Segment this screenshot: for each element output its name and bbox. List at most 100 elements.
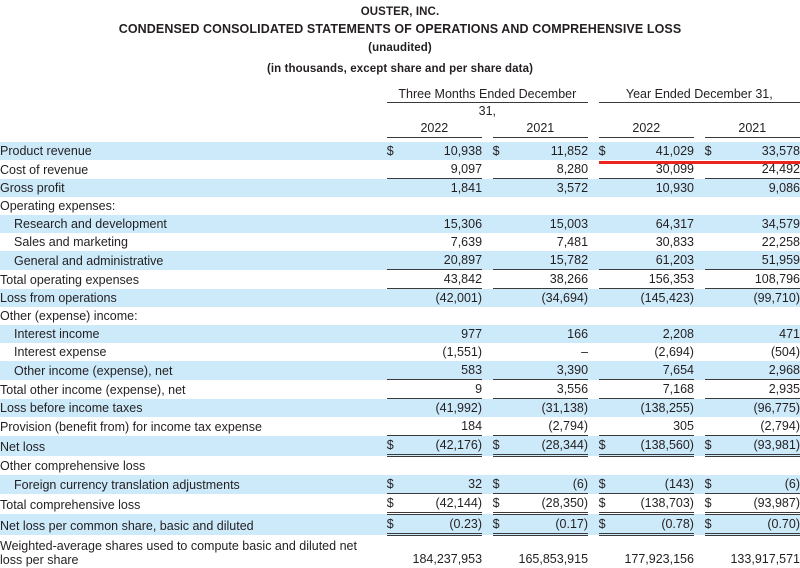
column-gap (588, 535, 599, 568)
row-label: Sales and marketing (0, 233, 376, 251)
column-gap (482, 399, 493, 418)
currency-symbol (493, 307, 514, 325)
currency-symbol: $ (493, 514, 514, 535)
currency-symbol (599, 270, 620, 289)
currency-symbol: $ (705, 475, 726, 494)
currency-symbol (599, 179, 620, 198)
column-gap (482, 233, 493, 251)
column-gap (376, 197, 387, 215)
column-gap (694, 361, 705, 380)
column-gap (588, 361, 599, 380)
column-gap (694, 436, 705, 456)
column-gap (482, 307, 493, 325)
table-row: Loss from operations(42,001)(34,694)(145… (0, 289, 800, 308)
value-cell: 15,306 (408, 215, 482, 233)
column-gap (694, 179, 705, 198)
currency-symbol (387, 160, 408, 179)
currency-symbol: $ (387, 142, 408, 160)
currency-symbol (493, 270, 514, 289)
currency-symbol: $ (599, 475, 620, 494)
value-cell: (42,176) (408, 436, 482, 456)
row-label: Total other income (expense), net (0, 380, 376, 399)
column-gap (694, 215, 705, 233)
currency-symbol: $ (387, 436, 408, 456)
value-cell: (138,255) (620, 399, 694, 418)
currency-symbol (493, 325, 514, 343)
value-cell: (2,694) (620, 343, 694, 361)
income-statement-table: Three Months Ended December Year Ended D… (0, 86, 800, 568)
value-cell: 24,492 (726, 160, 800, 179)
value-cell (514, 197, 588, 215)
currency-symbol (705, 233, 726, 251)
currency-symbol (705, 456, 726, 476)
table-row: Provision (benefit from) for income tax … (0, 417, 800, 436)
column-gap (376, 436, 387, 456)
statement-title: CONDENSED CONSOLIDATED STATEMENTS OF OPE… (0, 20, 800, 38)
row-label: Operating expenses: (0, 197, 376, 215)
row-label: Other (expense) income: (0, 307, 376, 325)
row-label: Foreign currency translation adjustments (0, 475, 376, 494)
value-cell: 166 (514, 325, 588, 343)
currency-symbol (387, 399, 408, 418)
value-cell: 43,842 (408, 270, 482, 289)
currency-symbol (387, 456, 408, 476)
table-row: Net loss per common share, basic and dil… (0, 514, 800, 535)
header-group-three-months: Three Months Ended December (387, 86, 588, 103)
currency-symbol: $ (705, 436, 726, 456)
column-gap (588, 399, 599, 418)
value-cell: (42,144) (408, 494, 482, 514)
value-cell (620, 307, 694, 325)
currency-symbol (387, 215, 408, 233)
value-cell: 977 (408, 325, 482, 343)
title-block: OUSTER, INC. CONDENSED CONSOLIDATED STAT… (0, 0, 800, 80)
table-row: Other (expense) income: (0, 307, 800, 325)
value-cell: 33,578 (726, 142, 800, 160)
currency-symbol (599, 456, 620, 476)
column-gap (482, 436, 493, 456)
row-label: Weighted-average shares used to compute … (0, 535, 376, 568)
currency-symbol: $ (493, 475, 514, 494)
row-label: Provision (benefit from) for income tax … (0, 417, 376, 436)
column-gap (588, 197, 599, 215)
currency-symbol (387, 197, 408, 215)
value-cell (726, 456, 800, 476)
table-header: Three Months Ended December Year Ended D… (0, 86, 800, 142)
value-cell (408, 197, 482, 215)
column-gap (588, 436, 599, 456)
column-gap (482, 456, 493, 476)
row-label: Net loss (0, 436, 376, 456)
currency-symbol (493, 160, 514, 179)
currency-symbol (705, 215, 726, 233)
column-gap (482, 179, 493, 198)
value-cell: 7,168 (620, 380, 694, 399)
value-cell: (138,703) (620, 494, 694, 514)
header-group-three-months-line2: 31, (387, 103, 588, 120)
row-label: Other income (expense), net (0, 361, 376, 380)
column-gap (588, 307, 599, 325)
column-gap (694, 343, 705, 361)
header-group-row: Three Months Ended December Year Ended D… (0, 86, 800, 103)
value-cell: 34,579 (726, 215, 800, 233)
currency-symbol (493, 361, 514, 380)
value-cell: 108,796 (726, 270, 800, 289)
column-gap (694, 535, 705, 568)
value-cell: (0.23) (408, 514, 482, 535)
currency-symbol (599, 160, 620, 179)
value-cell: (96,775) (726, 399, 800, 418)
column-gap (482, 197, 493, 215)
value-cell (514, 307, 588, 325)
table-row: Product revenue$10,938$11,852$41,029$33,… (0, 142, 800, 160)
table-row: Loss before income taxes(41,992)(31,138)… (0, 399, 800, 418)
column-gap (588, 456, 599, 476)
column-gap (694, 475, 705, 494)
value-cell: (2,794) (726, 417, 800, 436)
value-cell: (34,694) (514, 289, 588, 308)
currency-symbol (705, 380, 726, 399)
value-cell: – (514, 343, 588, 361)
value-cell: (42,001) (408, 289, 482, 308)
currency-symbol (705, 197, 726, 215)
currency-symbol: $ (387, 494, 408, 514)
currency-symbol (599, 417, 620, 436)
